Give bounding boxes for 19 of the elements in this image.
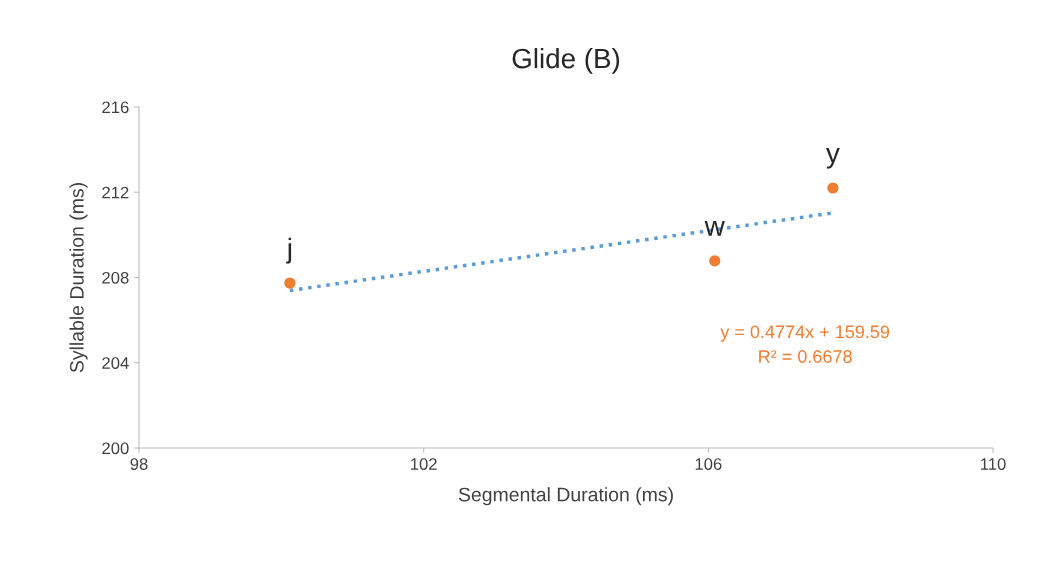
x-tick-label: 106	[695, 458, 722, 470]
y-tick-label: 216	[102, 101, 129, 114]
point	[709, 255, 721, 267]
x-axis-title: Segmental Duration (ms)	[458, 487, 673, 506]
x-tick-label: 98	[130, 458, 148, 470]
x-tick-label: 110	[980, 458, 1006, 470]
point	[827, 182, 839, 194]
annotation: y	[826, 148, 840, 169]
annotation: y = 0.4774x + 159.59 R² = 0.6678	[720, 325, 890, 363]
point	[284, 277, 296, 289]
y-tick-label: 204	[102, 357, 129, 369]
x-tick-label: 102	[411, 458, 437, 470]
annotation: w	[704, 220, 725, 236]
y-tick-label: 212	[102, 186, 129, 199]
annotation: j	[286, 237, 292, 264]
chart-title: Glide (B)	[512, 47, 620, 74]
y-axis-title: Syllable Duration (ms)	[69, 183, 88, 373]
y-tick-label: 200	[102, 442, 129, 455]
y-tick-label: 208	[102, 271, 129, 284]
